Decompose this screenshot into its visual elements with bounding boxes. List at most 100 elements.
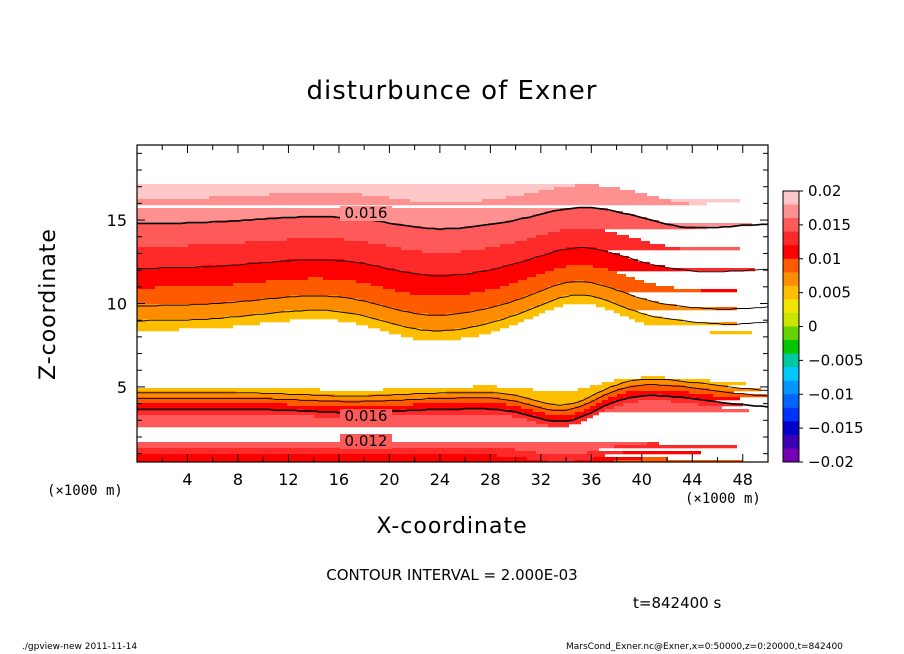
- field-cell: [269, 193, 362, 197]
- field-cell: [614, 406, 722, 410]
- field-cell: [428, 313, 446, 317]
- colorbar-tick-label: −0.01: [808, 385, 854, 403]
- colorbar-tick-label: 0.01: [808, 250, 841, 268]
- field-cell: [401, 223, 488, 227]
- field-cell: [632, 379, 680, 383]
- field-cell: [137, 418, 527, 422]
- field-cell: [518, 298, 554, 302]
- field-cell: [596, 304, 620, 308]
- field-cell: [404, 325, 473, 329]
- field-cell: [272, 397, 428, 401]
- field-cell: [137, 394, 335, 398]
- field-cell: [401, 247, 485, 251]
- field-cell: [137, 214, 533, 218]
- field-cell: [662, 394, 713, 398]
- field-cell: [701, 289, 737, 293]
- field-cell: [215, 220, 383, 224]
- field-cell: [554, 298, 605, 302]
- field-cell: [617, 388, 710, 392]
- field-cell: [575, 412, 587, 416]
- field-cell: [482, 199, 671, 203]
- x-axis-label: X-coordinate: [376, 514, 528, 539]
- field-cell: [383, 286, 500, 290]
- field-cell: [587, 451, 623, 455]
- field-cell: [473, 325, 509, 329]
- colorbar-segment: [783, 340, 799, 354]
- field-cell: [611, 286, 674, 290]
- field-cell: [524, 310, 545, 314]
- field-cell: [536, 451, 587, 455]
- field-cell: [137, 274, 536, 278]
- field-cell: [515, 262, 650, 266]
- field-cell: [566, 265, 593, 269]
- field-cell: [614, 400, 638, 404]
- colorbar-segment: [783, 407, 799, 422]
- field-cell: [581, 415, 593, 419]
- colorbar-segment: [783, 380, 799, 395]
- contour-label: 0.016: [345, 204, 388, 222]
- field-cell: [515, 241, 650, 245]
- field-cell: [137, 220, 215, 224]
- field-cell: [578, 388, 605, 392]
- field-cell: [287, 259, 344, 263]
- field-cell: [410, 292, 470, 296]
- colorbar-segment: [783, 285, 799, 300]
- field-cell: [137, 457, 527, 461]
- field-cell: [323, 277, 527, 281]
- x-tick-label: 24: [430, 470, 450, 489]
- contour-line: [137, 281, 769, 316]
- colorbar-segment: [783, 421, 799, 436]
- field-cell: [506, 196, 659, 200]
- field-cell: [380, 328, 422, 332]
- field-cell: [503, 265, 566, 269]
- field-cell: [395, 268, 491, 272]
- field-cell: [608, 268, 683, 272]
- contour-label-bg: [340, 409, 392, 424]
- field-cell: [413, 403, 506, 407]
- field-cell: [596, 247, 680, 251]
- field-cell: [596, 409, 605, 413]
- contour-interval-label: CONTOUR INTERVAL = 2.000E-03: [326, 566, 578, 584]
- field-cell: [689, 391, 734, 395]
- colorbar-tick-label: 0.005: [808, 284, 851, 302]
- field-cell: [680, 247, 740, 251]
- field-cell: [620, 289, 701, 293]
- field-cell: [356, 322, 392, 326]
- field-cell: [137, 292, 410, 296]
- field-cell: [596, 397, 608, 401]
- field-cell: [536, 235, 629, 239]
- field-cell: [407, 310, 470, 314]
- field-cell: [137, 229, 560, 233]
- field-cell: [137, 247, 401, 251]
- field-cell: [527, 457, 593, 461]
- field-cell: [602, 394, 617, 398]
- colorbar-segment: [783, 326, 799, 341]
- field-cell: [647, 442, 659, 446]
- field-cell: [368, 394, 518, 398]
- field-cell: [410, 199, 482, 203]
- field-cell: [383, 388, 533, 392]
- x-tick-label: 4: [182, 470, 192, 489]
- field-cell: [611, 391, 626, 395]
- field-cell: [209, 196, 389, 200]
- field-cell: [560, 229, 605, 233]
- field-cell: [608, 403, 623, 407]
- field-cell: [308, 277, 323, 281]
- contour-line: [137, 206, 768, 231]
- field-cell: [494, 391, 599, 395]
- field-cell: [548, 232, 617, 236]
- field-cell: [629, 385, 686, 389]
- field-cell: [521, 217, 647, 221]
- field-cell: [290, 295, 338, 299]
- field-cell: [395, 307, 485, 311]
- field-cell: [596, 403, 608, 407]
- field-cell: [137, 406, 521, 410]
- x-tick-label: 20: [379, 470, 399, 489]
- field-cell: [614, 445, 737, 449]
- field-cell: [485, 307, 530, 311]
- field-cell: [137, 325, 233, 329]
- field-cell: [545, 412, 575, 416]
- field-cell: [614, 301, 659, 305]
- field-cell: [137, 196, 209, 200]
